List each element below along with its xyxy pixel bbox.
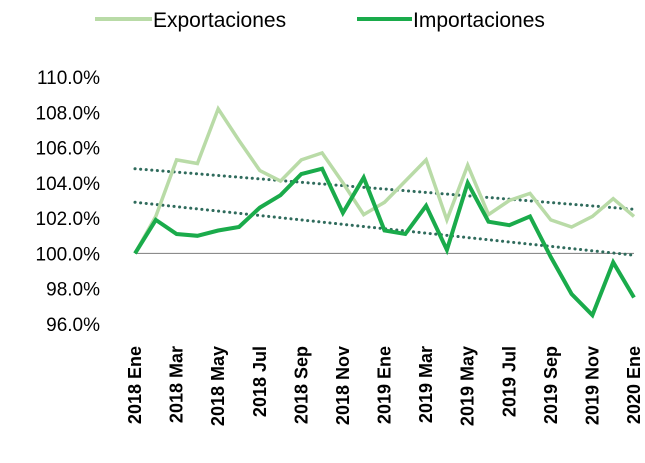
y-tick-label: 96.0% [46, 315, 100, 336]
series-lines [133, 104, 636, 319]
x-tick-label: 2018 May [208, 346, 228, 426]
y-tick-label: 98.0% [46, 280, 100, 301]
legend-item-importaciones: Importaciones [357, 9, 545, 32]
series-line-importaciones [133, 166, 636, 319]
x-axis: 2018 Ene 2018 Mar 2018 May 2018 Jul 2018 Sep… [125, 346, 644, 426]
legend-label-importaciones: Importaciones [413, 9, 545, 32]
y-axis: 110.0% 108.0% 106.0% 104.0% 102.0% 100.0% 98.0… [36, 68, 101, 336]
trendline-exportaciones [133, 167, 636, 211]
x-tick-label: 2018 Jul [250, 346, 270, 417]
trendlines [133, 167, 636, 257]
x-tick-label: 2018 Ene [125, 346, 145, 424]
legend-label-exportaciones: Exportaciones [153, 9, 286, 32]
x-tick-label: 2018 Nov [333, 346, 353, 425]
y-tick-label: 102.0% [36, 209, 101, 230]
y-tick-label: 108.0% [36, 103, 101, 124]
x-tick-label: 2019 Ene [375, 346, 395, 424]
y-tick-label: 110.0% [37, 68, 100, 89]
x-tick-label: 2020 Ene [624, 346, 644, 424]
x-tick-label: 2019 Sep [541, 346, 561, 424]
x-tick-label: 2018 Mar [167, 346, 187, 423]
legend: Exportaciones Importaciones [95, 9, 545, 32]
legend-item-exportaciones: Exportaciones [95, 9, 286, 32]
x-tick-label: 2019 May [458, 346, 478, 426]
series-line-exportaciones [133, 104, 636, 255]
x-tick-label: 2019 Jul [499, 346, 519, 417]
y-tick-label: 100.0% [36, 244, 101, 265]
y-tick-label: 106.0% [36, 139, 101, 160]
x-tick-label: 2019 Nov [582, 346, 602, 425]
y-tick-label: 104.0% [36, 174, 101, 195]
x-tick-label: 2018 Sep [291, 346, 311, 424]
x-tick-label: 2019 Mar [416, 346, 436, 423]
